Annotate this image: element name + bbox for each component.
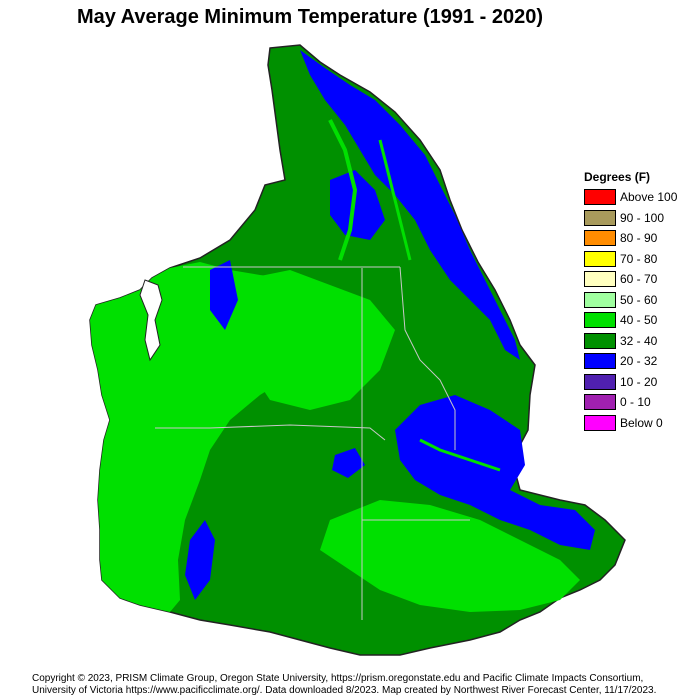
- valley-ribbon: [378, 139, 412, 261]
- legend-label: 0 - 10: [620, 395, 651, 410]
- legend-swatch: [584, 332, 616, 349]
- legend-label: Above 100: [620, 190, 678, 205]
- legend-swatch: [584, 291, 616, 308]
- legend-row: 80 - 90: [584, 228, 694, 249]
- legend-swatch: [584, 394, 616, 411]
- legend-row: 20 - 32: [584, 351, 694, 372]
- legend-swatch: [584, 271, 616, 288]
- legend-swatch: [584, 230, 616, 247]
- legend-label: 32 - 40: [620, 333, 658, 348]
- legend-row: Below 0: [584, 413, 694, 434]
- snake-plain-40-50: [320, 500, 580, 612]
- valley-ribbon: [328, 119, 358, 261]
- legend-label: 50 - 60: [620, 292, 658, 307]
- footer-line: Copyright © 2023, PRISM Climate Group, O…: [32, 673, 644, 684]
- legend-label: Below 0: [620, 415, 663, 430]
- legend-row: 0 - 10: [584, 392, 694, 413]
- legend-label: 80 - 90: [620, 231, 658, 246]
- state-boundary: [155, 424, 386, 441]
- copyright-footer: Copyright © 2023, PRISM Climate Group, O…: [32, 673, 692, 697]
- plateau-region-40-50: [240, 270, 395, 410]
- idaho-mountains-20-32: [395, 395, 595, 550]
- legend-row: 90 - 100: [584, 208, 694, 229]
- puget-sound: [139, 279, 163, 362]
- blue-mountains-20-32: [332, 448, 365, 478]
- legend-swatch: [584, 373, 616, 390]
- interior-mountains-20-32: [330, 170, 385, 240]
- legend-swatch: [584, 353, 616, 370]
- legend-swatch: [584, 189, 616, 206]
- state-boundary: [399, 266, 456, 450]
- cascades-north-20-32: [210, 260, 238, 330]
- legend-swatch: [584, 250, 616, 267]
- legend-row: 32 - 40: [584, 331, 694, 352]
- legend-row: 50 - 60: [584, 290, 694, 311]
- legend-swatch: [584, 414, 616, 431]
- legend-title: Degrees (F): [584, 170, 651, 184]
- northern-mountains-20-32: [300, 50, 520, 360]
- legend-row: 40 - 50: [584, 310, 694, 331]
- valley-ribbon: [419, 438, 501, 472]
- oregon-cascades-20-32: [185, 520, 215, 600]
- legend-label: 10 - 20: [620, 374, 658, 389]
- legend-label: 40 - 50: [620, 313, 658, 328]
- map-title: May Average Minimum Temperature (1991 - …: [76, 6, 544, 28]
- legend-swatch: [584, 312, 616, 329]
- legend-row: 60 - 70: [584, 269, 694, 290]
- legend: Degrees (F) Above 100 90 - 100 80 - 90 7…: [584, 170, 694, 433]
- legend-label: 60 - 70: [620, 272, 658, 287]
- legend-label: 70 - 80: [620, 251, 658, 266]
- legend-row: Above 100: [584, 187, 694, 208]
- legend-row: 70 - 80: [584, 249, 694, 270]
- footer-line: University of Victoria https://www.pacif…: [32, 685, 657, 696]
- legend-label: 20 - 32: [620, 354, 658, 369]
- legend-swatch: [584, 209, 616, 226]
- legend-row: 10 - 20: [584, 372, 694, 393]
- legend-label: 90 - 100: [620, 210, 665, 225]
